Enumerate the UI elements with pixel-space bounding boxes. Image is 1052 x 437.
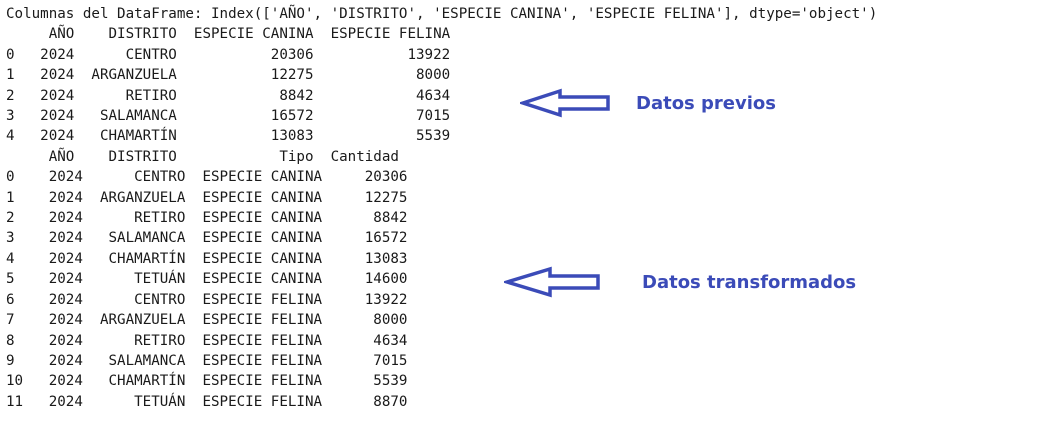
before-table-row: 3 2024 SALAMANCA 16572 7015 <box>6 108 451 125</box>
after-table-row: 7 2024 ARGANZUELA ESPECIE FELINA 8000 <box>6 312 408 329</box>
after-table-row: 10 2024 CHAMARTÍN ESPECIE FELINA 5539 <box>6 373 408 390</box>
after-table-row: 1 2024 ARGANZUELA ESPECIE CANINA 12275 <box>6 189 408 206</box>
after-table-row: 6 2024 CENTRO ESPECIE FELINA 13922 <box>6 291 408 308</box>
after-table-row: 4 2024 CHAMARTÍN ESPECIE CANINA 13083 <box>6 250 408 267</box>
after-table-row: 11 2024 TETUÁN ESPECIE FELINA 8870 <box>6 393 408 410</box>
before-table-row: 1 2024 ARGANZUELA 12275 8000 <box>6 67 451 84</box>
after-table-row: 5 2024 TETUÁN ESPECIE CANINA 14600 <box>6 271 408 288</box>
arrow-left-outline-icon <box>520 88 610 118</box>
before-table-header: AÑO DISTRITO ESPECIE CANINA ESPECIE FELI… <box>6 26 451 43</box>
after-table-row: 8 2024 RETIRO ESPECIE FELINA 4634 <box>6 332 408 349</box>
before-table-row: 4 2024 CHAMARTÍN 13083 5539 <box>6 128 451 145</box>
before-table-row: 2 2024 RETIRO 8842 4634 <box>6 87 451 104</box>
after-table-header: AÑO DISTRITO Tipo Cantidad <box>6 148 399 165</box>
before-table-row: 0 2024 CENTRO 20306 13922 <box>6 46 451 63</box>
arrow-left-outline-icon <box>504 266 600 298</box>
console-output: Columnas del DataFrame: Index(['AÑO', 'D… <box>6 4 877 412</box>
columns-line: Columnas del DataFrame: Index(['AÑO', 'D… <box>6 6 878 22</box>
after-table-row: 0 2024 CENTRO ESPECIE CANINA 20306 <box>6 169 408 186</box>
after-table-row: 2 2024 RETIRO ESPECIE CANINA 8842 <box>6 210 408 227</box>
previous-data-label: Datos previos <box>636 93 776 114</box>
after-table-row: 3 2024 SALAMANCA ESPECIE CANINA 16572 <box>6 230 408 247</box>
transformed-data-label: Datos transformados <box>642 272 857 293</box>
after-table-row: 9 2024 SALAMANCA ESPECIE FELINA 7015 <box>6 352 408 369</box>
